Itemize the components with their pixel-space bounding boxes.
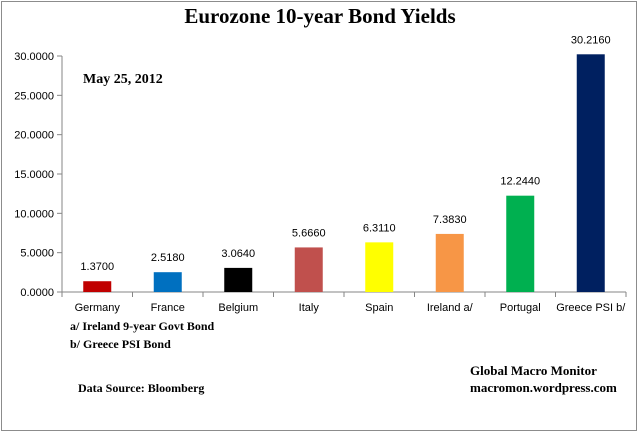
bar bbox=[576, 54, 605, 293]
x-tick-label: Ireland a/ bbox=[427, 302, 474, 314]
y-tick-label: 20.0000 bbox=[14, 130, 54, 142]
y-tick-label: 15.0000 bbox=[14, 169, 54, 181]
x-tick-label: Italy bbox=[299, 302, 320, 314]
x-tick-label: Belgium bbox=[218, 302, 258, 314]
credit-name: Global Macro Monitor bbox=[470, 363, 597, 378]
data-label: 3.0640 bbox=[221, 248, 255, 260]
footnote-b: b/ Greece PSI Bond bbox=[70, 337, 171, 351]
data-label: 5.6660 bbox=[292, 227, 326, 239]
y-tick-label: 0.0000 bbox=[20, 287, 54, 299]
data-label: 12.2440 bbox=[500, 176, 540, 188]
bar bbox=[224, 267, 253, 292]
x-tick-label: Germany bbox=[75, 302, 121, 314]
date-label: May 25, 2012 bbox=[83, 72, 163, 87]
bar bbox=[153, 272, 182, 292]
bar bbox=[506, 195, 535, 292]
bar bbox=[365, 242, 394, 292]
x-tick-label: Spain bbox=[365, 302, 393, 314]
bar bbox=[435, 233, 464, 292]
footnote-a: a/ Ireland 9-year Govt Bond bbox=[70, 319, 215, 333]
y-tick-label: 30.0000 bbox=[14, 51, 54, 63]
bar bbox=[294, 247, 323, 292]
y-tick-label: 10.0000 bbox=[14, 208, 54, 220]
x-tick-label: France bbox=[151, 302, 185, 314]
x-tick-label: Portugal bbox=[500, 302, 541, 314]
data-source: Data Source: Bloomberg bbox=[78, 381, 205, 395]
data-label: 30.2160 bbox=[571, 34, 611, 46]
data-label: 2.5180 bbox=[151, 252, 185, 264]
bar bbox=[83, 281, 112, 292]
y-tick-label: 5.0000 bbox=[20, 248, 54, 260]
data-label: 7.3830 bbox=[433, 214, 467, 226]
data-label: 1.3700 bbox=[80, 261, 114, 273]
data-label: 6.3110 bbox=[363, 222, 396, 234]
credit-site: macromon.wordpress.com bbox=[470, 380, 617, 395]
chart-title: Eurozone 10-year Bond Yields bbox=[184, 4, 456, 28]
y-tick-label: 25.0000 bbox=[14, 90, 54, 102]
x-tick-label: Greece PSI b/ bbox=[556, 302, 626, 314]
